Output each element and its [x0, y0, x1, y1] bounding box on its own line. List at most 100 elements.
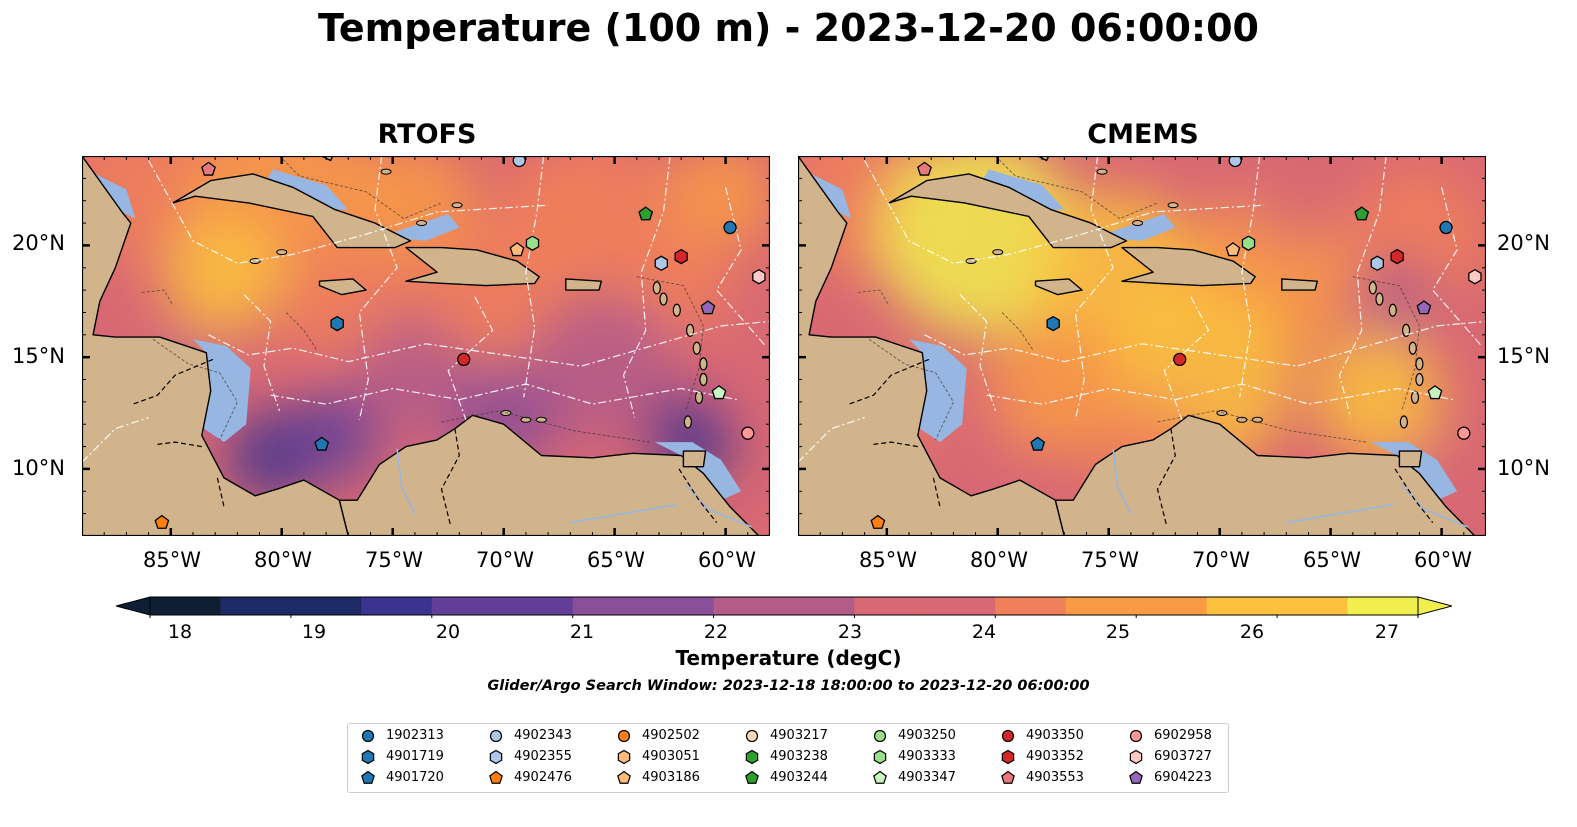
bathymetry-contour-cmems-3 — [1352, 276, 1420, 411]
colorbar-tick-22: 22 — [703, 621, 729, 643]
colorbar-tick-18: 18 — [167, 621, 193, 643]
eez-boundary-cmems-8 — [1431, 187, 1483, 347]
land-trinidad-cmems — [1398, 450, 1423, 468]
legend-marker-hexagon-icon — [617, 749, 631, 765]
legend-label: 6903727 — [1154, 749, 1212, 764]
temperature-patch-rtofs-10 — [527, 291, 677, 441]
lesser-antilles-island-rtofs-4 — [692, 341, 701, 355]
platform-marker-4902343-cmems — [1228, 156, 1242, 168]
colorbar-bin-5 — [502, 597, 574, 615]
legend-marker-pentagon-icon — [745, 770, 759, 784]
eez-boundary-rtofs-2 — [270, 383, 737, 405]
platform-marker-4902355-rtofs — [654, 255, 669, 272]
legend-label: 4901720 — [386, 770, 444, 785]
legend-marker-pentagon-icon — [873, 770, 887, 784]
land-cuba-cmems — [888, 173, 1128, 249]
colorbar — [116, 596, 1452, 618]
country-border-rtofs-1 — [440, 428, 460, 525]
platform-marker-6902958-rtofs — [741, 426, 755, 440]
lesser-antilles-island-cmems-7 — [1375, 292, 1384, 306]
eez-boundary-cmems-0 — [864, 160, 1265, 264]
platform-marker-4902476-rtofs — [154, 514, 170, 529]
land-andros-rtofs — [320, 156, 334, 162]
colorbar-tick-21: 21 — [569, 621, 595, 643]
colorbar-max-extend-arrow — [1417, 596, 1452, 616]
small-island-rtofs-1 — [276, 249, 288, 256]
legend-label: 4903051 — [642, 749, 700, 764]
platform-marker-4902343-rtofs — [512, 156, 526, 168]
colorbar-tick-26: 26 — [1239, 621, 1265, 643]
legend-label: 4902476 — [514, 770, 572, 785]
colorbar-bin-13 — [1065, 597, 1137, 615]
legend-marker-circle-icon — [361, 729, 375, 743]
shelf-water-cmems-4 — [1370, 442, 1458, 501]
lesser-antilles-island-rtofs-1 — [694, 390, 704, 405]
lon-label-85w-rtofs: 85°W — [143, 548, 201, 572]
search-window-note: Glider/Argo Search Window: 2023-12-18 18… — [487, 678, 1090, 694]
platform-marker-4901719-rtofs — [330, 315, 344, 332]
lesser-antilles-island-rtofs-7 — [659, 292, 668, 306]
lat-label-15n-left: 15°N — [12, 344, 65, 368]
lon-label-80w-cmems: 80°W — [970, 548, 1028, 572]
legend-label: 6904223 — [1154, 770, 1212, 785]
legend-label: 6902958 — [1154, 728, 1212, 743]
country-border-rtofs-0 — [132, 358, 214, 405]
panel-title-cmems: CMEMS — [1087, 119, 1199, 150]
colorbar-bin-2 — [290, 597, 362, 615]
legend-label: 4902343 — [514, 728, 572, 743]
lesser-antilles-island-cmems-2 — [1415, 372, 1424, 387]
eez-boundary-rtofs-9 — [447, 296, 494, 421]
map-panel-cmems — [798, 156, 1486, 536]
lesser-antilles-island-cmems-5 — [1402, 323, 1411, 337]
figure-title: Temperature (100 m) - 2023-12-20 06:00:0… — [317, 6, 1259, 50]
lon-label-70w-cmems: 70°W — [1192, 548, 1250, 572]
legend-marker-hexagon-icon — [1129, 749, 1143, 765]
platform-marker-4901720-cmems — [1030, 436, 1046, 451]
river-rtofs-1 — [570, 503, 677, 524]
colorbar-tick-23: 23 — [837, 621, 863, 643]
legend-label: 4903217 — [770, 728, 828, 743]
lat-label-15n-right: 15°N — [1497, 344, 1550, 368]
colorbar-label: Temperature (degC) — [675, 646, 902, 670]
small-island-cmems-5 — [1132, 220, 1144, 227]
colorbar-bin-14 — [1136, 597, 1208, 615]
land-hispaniola-cmems — [1121, 246, 1256, 287]
eez-boundary-cmems-5 — [1338, 156, 1387, 418]
land-jamaica-rtofs — [318, 278, 367, 296]
legend-label: 4903244 — [770, 770, 828, 785]
bathymetry-contour-cmems-4 — [1001, 312, 1034, 351]
land-jamaica-cmems — [1034, 278, 1083, 296]
land-puerto-rico-rtofs — [565, 278, 602, 291]
colorbar-bin-10 — [854, 597, 926, 615]
land-andros-cmems — [1036, 156, 1050, 162]
lon-label-65w-rtofs: 65°W — [587, 548, 645, 572]
legend-label: 4901719 — [386, 749, 444, 764]
lesser-antilles-island-cmems-1 — [1410, 390, 1420, 405]
land-puerto-rico-cmems — [1281, 278, 1318, 291]
legend-marker-pentagon-icon — [489, 770, 503, 784]
bathymetry-contour-cmems-0 — [868, 338, 954, 441]
lesser-antilles-island-cmems-3 — [1415, 357, 1424, 371]
small-island-rtofs-7 — [380, 168, 392, 175]
shelf-water-rtofs-4 — [654, 442, 742, 501]
eez-boundary-cmems-6 — [959, 294, 997, 411]
legend-marker-circle-icon — [1001, 729, 1015, 743]
bathymetry-contour-rtofs-2 — [441, 410, 651, 443]
legend-marker-hexagon-icon — [1001, 749, 1015, 765]
lesser-antilles-island-cmems-4 — [1408, 341, 1417, 355]
colorbar-bin-15 — [1206, 597, 1278, 615]
small-island-cmems-3 — [1236, 416, 1248, 423]
lesser-antilles-island-cmems-6 — [1388, 303, 1397, 317]
legend-marker-circle-icon — [1129, 729, 1143, 743]
lat-label-10n-left: 10°N — [12, 456, 65, 480]
platform-marker-6903727-cmems — [1468, 268, 1482, 285]
map-frame-cmems — [798, 156, 1486, 536]
small-island-rtofs-4 — [535, 416, 547, 423]
temperature-patch-cmems-12 — [1358, 256, 1438, 336]
colorbar-bin-9 — [784, 597, 855, 615]
platform-marker-4902355-cmems — [1370, 255, 1385, 272]
shelf-water-cmems-5 — [798, 156, 852, 219]
platform-marker-4903350-rtofs — [457, 352, 471, 367]
eez-boundary-cmems-2 — [986, 383, 1453, 405]
lesser-antilles-island-rtofs-8 — [652, 281, 661, 295]
